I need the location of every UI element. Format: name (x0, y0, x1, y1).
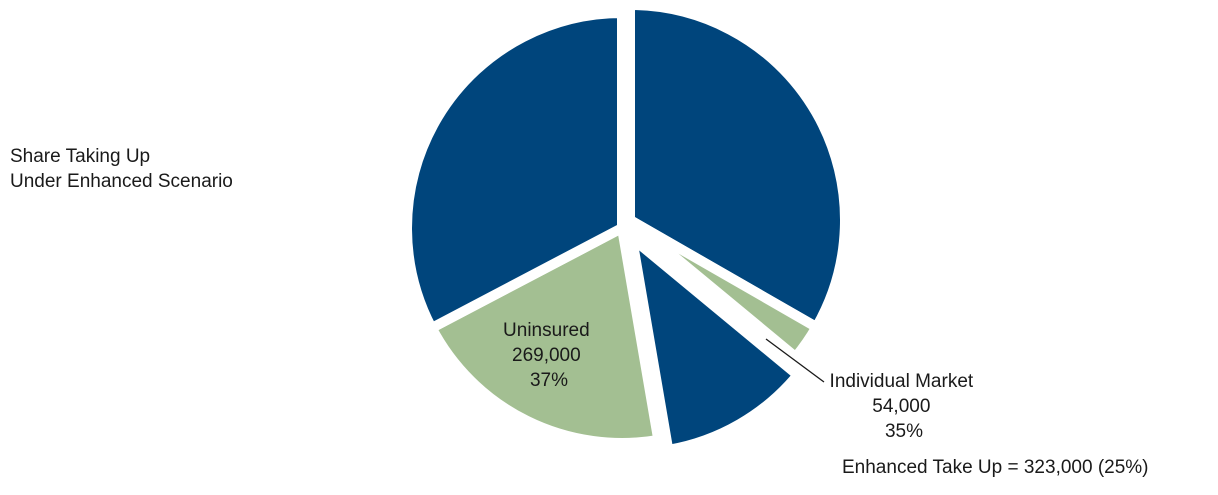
individual-market-leader-line (765, 338, 825, 383)
uninsured-label: Uninsured 269,000 37% (503, 320, 595, 391)
pie-slices (402, 0, 850, 456)
enhanced-take-up-footer: Enhanced Take Up = 323,000 (25%) (842, 457, 1149, 478)
chart-title-line-1: Share Taking Up (10, 146, 151, 167)
individual-market-label: Individual Market 54,000 35% (830, 371, 979, 442)
individual-market-count: 54,000 (872, 396, 930, 417)
pie-slice-individual-market-taking-up-1 (626, 215, 824, 365)
pie-slice-uninsured-not-taking-up-4 (402, 7, 627, 335)
individual-market-percent: 35% (885, 421, 923, 442)
individual-market-name: Individual Market (830, 371, 974, 392)
pie-slice-uninsured-not-taking-up-2 (624, 225, 805, 456)
chart-title: Share Taking Up Under Enhanced Scenario (10, 144, 233, 194)
uninsured-count: 269,000 (512, 345, 581, 366)
uninsured-percent: 37% (530, 370, 568, 391)
chart-title-line-2: Under Enhanced Scenario (10, 171, 233, 192)
pie-slice-uninsured-taking-up-3 (424, 220, 665, 448)
uninsured-name: Uninsured (503, 320, 590, 341)
